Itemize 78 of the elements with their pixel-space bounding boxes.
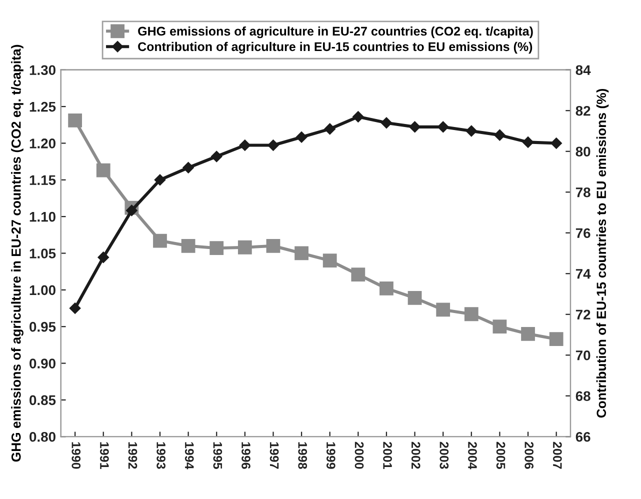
y-tick-label: 1.05 bbox=[30, 248, 56, 258]
x-tick-label: 2005 bbox=[496, 442, 506, 469]
point bbox=[324, 123, 336, 135]
point bbox=[522, 136, 534, 148]
point bbox=[436, 302, 450, 317]
y2-tick-label: 78 bbox=[576, 187, 590, 198]
x-tick-label: 1998 bbox=[298, 442, 308, 469]
point bbox=[464, 307, 478, 322]
y-tick-label: 1.15 bbox=[30, 175, 56, 186]
y2-tick-label: 66 bbox=[576, 432, 590, 442]
x-tick-label: 1994 bbox=[184, 442, 194, 470]
y-axis-title: GHG emissions of agriculture in EU-27 countries (CO2 eq. t/capita) bbox=[11, 44, 24, 462]
x-tick-label: 2004 bbox=[468, 442, 477, 470]
point bbox=[294, 246, 308, 260]
point bbox=[181, 238, 196, 253]
y2-tick-label: 72 bbox=[576, 310, 590, 320]
point bbox=[182, 162, 194, 174]
y2-axis-title: Contribution of EU-15 countries to EU emissions (%) bbox=[596, 88, 609, 418]
point bbox=[98, 252, 109, 263]
point bbox=[266, 238, 280, 253]
point bbox=[154, 174, 166, 186]
y-tick-label: 0.85 bbox=[30, 395, 56, 406]
point bbox=[68, 114, 82, 128]
point bbox=[238, 240, 252, 254]
x-tick-label: 2006 bbox=[524, 442, 534, 469]
legend-label: Contribution of agriculture in EU-15 countries to EU emissions (%) bbox=[138, 42, 532, 54]
point bbox=[96, 163, 110, 178]
point bbox=[380, 282, 394, 296]
y-tick-label: 1.00 bbox=[30, 285, 56, 296]
point bbox=[380, 117, 392, 128]
y-tick-label: 0.95 bbox=[30, 322, 56, 332]
x-tick-label: 1996 bbox=[242, 442, 250, 469]
point bbox=[296, 131, 308, 143]
point bbox=[69, 302, 81, 314]
x-tick-label: 1995 bbox=[213, 442, 222, 469]
x-tick-label: 1999 bbox=[326, 442, 336, 469]
y2-tick-label: 68 bbox=[576, 391, 590, 402]
point bbox=[210, 241, 224, 256]
point bbox=[322, 254, 337, 268]
x-tick-label: 1997 bbox=[270, 442, 279, 469]
y2-tick-label: 74 bbox=[576, 269, 591, 279]
y2-tick-label: 82 bbox=[576, 106, 590, 116]
y2-tick-label: 80 bbox=[576, 146, 590, 157]
y-tick-label: 0.80 bbox=[30, 432, 56, 442]
x-tick-label: 1991 bbox=[100, 442, 109, 469]
y2-tick-label: 70 bbox=[576, 350, 590, 360]
y-tick-label: 1.30 bbox=[30, 65, 56, 76]
legend-label: GHG emissions of agriculture in EU-27 countries (CO2 eq. t/capita) bbox=[138, 26, 533, 38]
point bbox=[409, 121, 420, 133]
point bbox=[437, 121, 449, 133]
point bbox=[211, 150, 222, 162]
x-tick-label: 1990 bbox=[72, 442, 81, 469]
point bbox=[408, 291, 422, 305]
y-tick-label: 0.90 bbox=[30, 358, 56, 368]
x-tick-label: 1992 bbox=[128, 442, 138, 469]
point bbox=[239, 140, 251, 151]
point bbox=[268, 140, 279, 151]
x-tick-label: 2000 bbox=[354, 442, 364, 469]
x-tick-label: 2003 bbox=[440, 442, 449, 469]
x-tick-label: 2002 bbox=[411, 442, 420, 469]
y-tick-label: 1.10 bbox=[30, 212, 56, 222]
point bbox=[494, 129, 506, 141]
point bbox=[549, 332, 564, 346]
point bbox=[466, 125, 478, 137]
point bbox=[153, 234, 167, 248]
point bbox=[492, 320, 507, 334]
point bbox=[550, 138, 562, 149]
y-tick-label: 1.20 bbox=[30, 138, 56, 148]
y-tick-label: 1.25 bbox=[30, 102, 56, 112]
y2-tick-label: 84 bbox=[576, 65, 591, 76]
point bbox=[352, 111, 364, 122]
x-tick-label: 2001 bbox=[383, 442, 392, 469]
x-tick-label: 2007 bbox=[552, 442, 562, 469]
point bbox=[351, 268, 366, 282]
point bbox=[521, 326, 535, 341]
point bbox=[126, 204, 138, 216]
y2-tick-label: 76 bbox=[576, 228, 590, 238]
x-tick-label: 1993 bbox=[156, 442, 166, 469]
